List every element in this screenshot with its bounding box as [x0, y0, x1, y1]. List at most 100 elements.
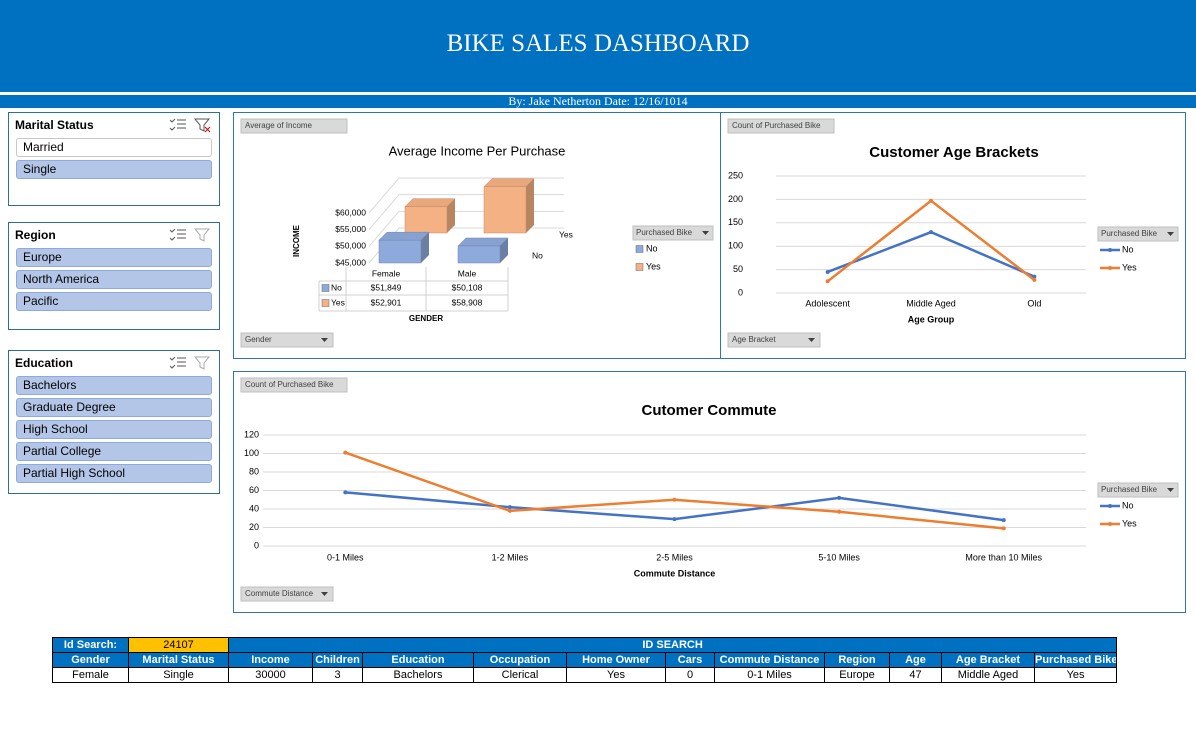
table-cell: 30000: [228, 667, 313, 683]
x-tick-label: Old: [1027, 298, 1041, 308]
legend-button[interactable]: [632, 225, 714, 241]
multi-select-icon[interactable]: [169, 228, 176, 241]
x-tick-label: Female: [372, 268, 401, 278]
bar: [457, 245, 501, 264]
bar-top: [457, 237, 509, 247]
slicer-item[interactable]: Married: [16, 138, 212, 157]
multi-select-icon[interactable]: [169, 118, 176, 131]
point-marker: [837, 495, 842, 500]
depth-label: Yes: [559, 229, 573, 239]
legend-swatch: [635, 245, 644, 253]
dropdown-arrow[interactable]: [808, 338, 815, 342]
slicer-item[interactable]: North America: [16, 270, 212, 289]
table-legend-key: [321, 299, 330, 307]
chart-title: Average Income Per Purchase: [389, 143, 566, 158]
y-tick-label: 150: [728, 217, 743, 227]
y-tick-label: 200: [728, 194, 743, 204]
bar-side: [447, 198, 455, 233]
x-tick-label: Middle Aged: [906, 298, 956, 308]
y-axis-label: INCOME: [292, 224, 301, 257]
x-tick-label: Adolescent: [805, 298, 850, 308]
legend-marker: [1108, 248, 1112, 252]
point-marker: [343, 490, 348, 495]
point-marker: [825, 269, 830, 274]
data-label: $50,108: [452, 282, 483, 292]
field-button[interactable]: [240, 332, 334, 348]
subtitle: By: Jake Netherton Date: 12/16/1014: [0, 95, 1196, 108]
slicer-item[interactable]: Partial High School: [16, 464, 212, 483]
point-marker: [1001, 518, 1006, 523]
table-cell: Middle Aged: [941, 667, 1035, 683]
clear-filter-icon[interactable]: [193, 356, 211, 370]
id-search-table: Id Search: 24107 ID SEARCH Gender Marital St…: [52, 637, 1118, 683]
bar-top: [483, 178, 535, 187]
table-cell: Yes: [566, 667, 666, 683]
field-button-label: Commute Distance: [245, 589, 314, 598]
y-tick-label: $45,000: [335, 257, 366, 267]
point-marker: [507, 508, 512, 513]
table-cell: Clerical: [473, 667, 567, 683]
id-search-title: ID SEARCH: [227, 637, 1118, 653]
chart: Average Income Per Purchase Average of In…: [240, 118, 714, 348]
dropdown-arrow[interactable]: [321, 338, 328, 342]
table-cell: Bachelors: [362, 667, 474, 683]
chart-panel: Customer Age Brackets Count of Purchased …: [720, 112, 1186, 359]
table-cell: Europe: [824, 667, 890, 683]
slicer-item[interactable]: Graduate Degree: [16, 398, 212, 417]
slicer-item[interactable]: Single: [16, 160, 212, 179]
bar-top: [378, 231, 430, 241]
slicer-item[interactable]: Pacific: [16, 292, 212, 311]
clear-filter-icon[interactable]: [193, 118, 211, 132]
field-button[interactable]: [727, 332, 821, 348]
field-button[interactable]: [240, 377, 348, 393]
point-marker: [507, 505, 512, 510]
table-row-label: Yes: [331, 297, 345, 307]
dropdown-arrow[interactable]: [1167, 488, 1174, 492]
column-header: Age: [889, 652, 942, 668]
column-header: Gender: [52, 652, 129, 668]
dropdown-arrow[interactable]: [702, 231, 709, 235]
slicer-item[interactable]: Partial College: [16, 442, 212, 461]
field-button[interactable]: [240, 118, 348, 134]
slicer-item[interactable]: High School: [16, 420, 212, 439]
y-tick-label: $60,000: [335, 207, 366, 217]
field-button-label: Count of Purchased Bike: [732, 121, 821, 130]
table-row: Id Search: 24107 ID SEARCH: [52, 637, 1118, 653]
legend-title: Purchased Bike: [1101, 229, 1158, 238]
slicer-item[interactable]: Europe: [16, 248, 212, 267]
field-button[interactable]: [240, 586, 334, 602]
y-tick-label: 60: [249, 485, 259, 495]
legend-button[interactable]: [1097, 482, 1179, 498]
point-marker: [929, 230, 933, 235]
bar-side: [500, 237, 508, 263]
x-axis-label: Commute Distance: [634, 568, 716, 578]
legend-button[interactable]: [1097, 226, 1179, 242]
column-header: Income: [228, 652, 313, 668]
slicer-title: Education: [15, 356, 74, 370]
chart-title: Cutomer Commute: [641, 402, 776, 419]
slicer: Region Europe North America Pacific: [8, 222, 220, 330]
data-table-grid: [318, 267, 509, 312]
bar-top: [404, 198, 456, 207]
field-button[interactable]: [727, 118, 835, 134]
bar: [404, 206, 448, 234]
point-marker: [929, 198, 933, 203]
y-tick-label: 250: [728, 170, 743, 180]
dropdown-arrow[interactable]: [321, 592, 328, 596]
dropdown-arrow[interactable]: [1167, 232, 1174, 236]
column-header: Children: [312, 652, 363, 668]
clear-filter-icon: [204, 126, 211, 133]
data-label: $51,849: [371, 282, 402, 292]
slicer-item[interactable]: Bachelors: [16, 376, 212, 395]
multi-select-icon[interactable]: [169, 356, 176, 369]
slicer: Marital Status Married Single: [8, 112, 220, 206]
field-button-label: Average of Income: [245, 121, 313, 130]
id-search-input[interactable]: 24107: [128, 637, 229, 653]
bar-side: [421, 232, 429, 263]
clear-filter-icon[interactable]: [193, 228, 211, 242]
column-header: Commute Distance: [714, 652, 825, 668]
y-tick-label: 50: [733, 264, 743, 274]
point-marker: [1001, 526, 1006, 531]
bar: [483, 186, 527, 234]
